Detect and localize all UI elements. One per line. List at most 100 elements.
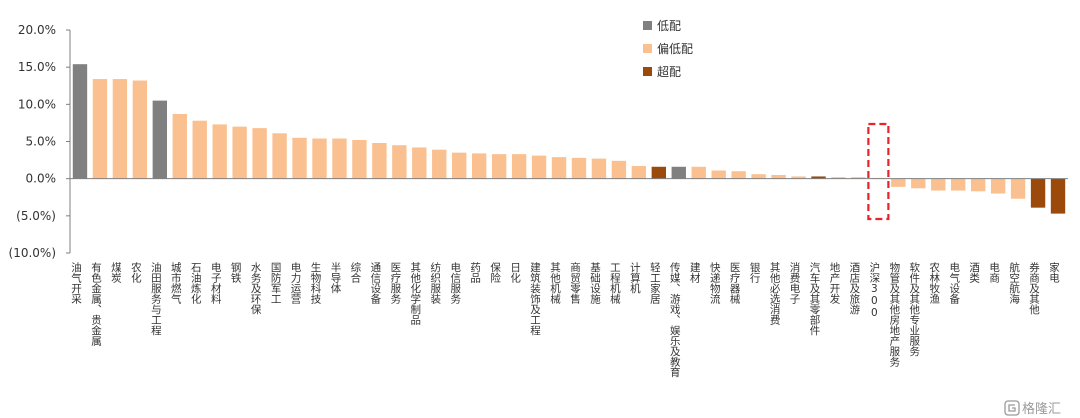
x-tick-label: 消费电子 (789, 261, 801, 304)
bar (791, 176, 806, 179)
bar (132, 80, 148, 179)
bar (491, 154, 507, 179)
x-tick-label: 酒店及旅游 (848, 261, 860, 315)
bar (751, 174, 766, 179)
bar (691, 166, 706, 179)
x-axis-labels: 油气开采 有色金属、贵金属 煤炭 农化 油田服务与工程 城市燃气 石油炼化 电子材料 钢铁 水务及… (70, 261, 1060, 378)
bar (292, 137, 307, 179)
legend-swatch (643, 67, 652, 76)
x-tick-label: 电商 (988, 261, 1000, 284)
bar (951, 178, 966, 191)
x-tick-label: 油气开采 (70, 261, 82, 305)
bar (412, 147, 427, 179)
x-tick-label: 半导体 (329, 261, 341, 294)
bar (651, 166, 666, 179)
bar (392, 145, 407, 179)
legend-item-mid: 偏低配 (643, 41, 693, 56)
bar (671, 166, 686, 179)
x-tick-label: 电气设备 (948, 261, 960, 305)
bar (591, 158, 607, 179)
y-tick-label: (5.0%) (16, 209, 56, 223)
x-tick-label: 建材 (689, 261, 701, 283)
x-tick-label: 航空航海 (1008, 261, 1020, 305)
x-tick-label: 地产开发 (828, 261, 840, 305)
bar (611, 160, 627, 179)
x-tick-label: 电信服务 (449, 261, 461, 305)
bar (72, 64, 88, 179)
bar (551, 157, 567, 179)
x-tick-label: 电子材料 (210, 261, 222, 305)
x-tick-label: 物管及其他房地产服务 (888, 261, 900, 368)
x-tick-label: 医疗服务 (389, 262, 401, 305)
watermark: 格隆汇 (1004, 400, 1061, 417)
x-tick-label: 银行 (749, 261, 761, 284)
bar (831, 177, 846, 179)
x-tick-label: 水务及环保 (250, 262, 262, 315)
bar (92, 79, 108, 179)
y-axis: (10.0%) (5.0%) 0.0% 5.0% 10.0% 15.0% 20.0% (9, 23, 71, 260)
bar (731, 171, 746, 179)
x-tick-label: 医疗器械 (729, 262, 741, 305)
bar (152, 100, 167, 179)
bar (452, 152, 467, 179)
bar (372, 142, 387, 179)
legend-label: 低配 (657, 19, 681, 33)
x-tick-label: 保险 (489, 261, 501, 284)
x-tick-label: 通信设备 (369, 262, 381, 305)
bar (851, 177, 866, 179)
bar (970, 178, 986, 192)
x-tick-label: 农化 (130, 261, 142, 284)
x-tick-label: 煤炭 (110, 261, 122, 284)
y-tick-label: 0.0% (26, 172, 57, 186)
legend-label: 偏低配 (657, 41, 693, 56)
x-tick-label: 商贸零售 (569, 261, 581, 305)
bar (1010, 178, 1026, 199)
x-tick-label: 轻工家居 (649, 261, 661, 305)
bar (192, 120, 207, 179)
x-tick-label: 纺织服装 (429, 261, 441, 305)
y-tick-label: 15.0% (18, 60, 56, 74)
bar (911, 178, 926, 189)
legend-item-low: 低配 (643, 19, 681, 33)
bar (352, 140, 367, 179)
x-tick-label: 石油炼化 (190, 262, 202, 305)
x-tick-label: 油田服务与工程 (150, 261, 162, 335)
x-tick-label: 国防军工 (270, 262, 282, 304)
x-tick-label: 汽车及其零部件 (809, 261, 821, 336)
x-tick-label: 券商及其他 (1028, 261, 1040, 315)
bar (332, 138, 347, 179)
bar (990, 178, 1006, 194)
x-tick-label: 酒类 (968, 261, 980, 284)
x-tick-label: 工程机械 (609, 262, 621, 305)
bar (432, 149, 447, 179)
x-tick-label: 有色金属、贵金属 (90, 261, 102, 347)
x-tick-label: 综合 (349, 261, 361, 284)
x-tick-label: 城市燃气 (170, 262, 182, 304)
bar (511, 154, 527, 179)
gelonghui-logo-icon (1004, 400, 1020, 416)
x-tick-label: 其他机械 (549, 262, 561, 305)
x-tick-label: 传媒、游戏、娱乐及教育 (669, 262, 681, 378)
bar (471, 153, 487, 179)
bar (531, 155, 547, 179)
watermark-text: 格隆汇 (1022, 401, 1061, 417)
bar (571, 157, 587, 179)
x-tick-label: 软件及其他专业服务 (908, 261, 920, 357)
bar (232, 126, 247, 179)
bar (811, 176, 826, 179)
bar (272, 133, 287, 179)
y-tick-label: 10.0% (18, 97, 56, 111)
x-tick-label: 其他化学制品 (409, 262, 421, 326)
bar (312, 138, 327, 179)
x-tick-label: 其他必选消费 (769, 262, 781, 326)
x-tick-label: 农林牧渔 (928, 261, 940, 305)
bar (212, 124, 227, 179)
bar (711, 170, 726, 179)
legend-swatch (643, 21, 652, 30)
legend-swatch (643, 44, 652, 53)
x-tick-label: 沪深300 (868, 261, 880, 319)
bar (252, 128, 267, 179)
x-tick-label: 计算机 (629, 261, 641, 294)
